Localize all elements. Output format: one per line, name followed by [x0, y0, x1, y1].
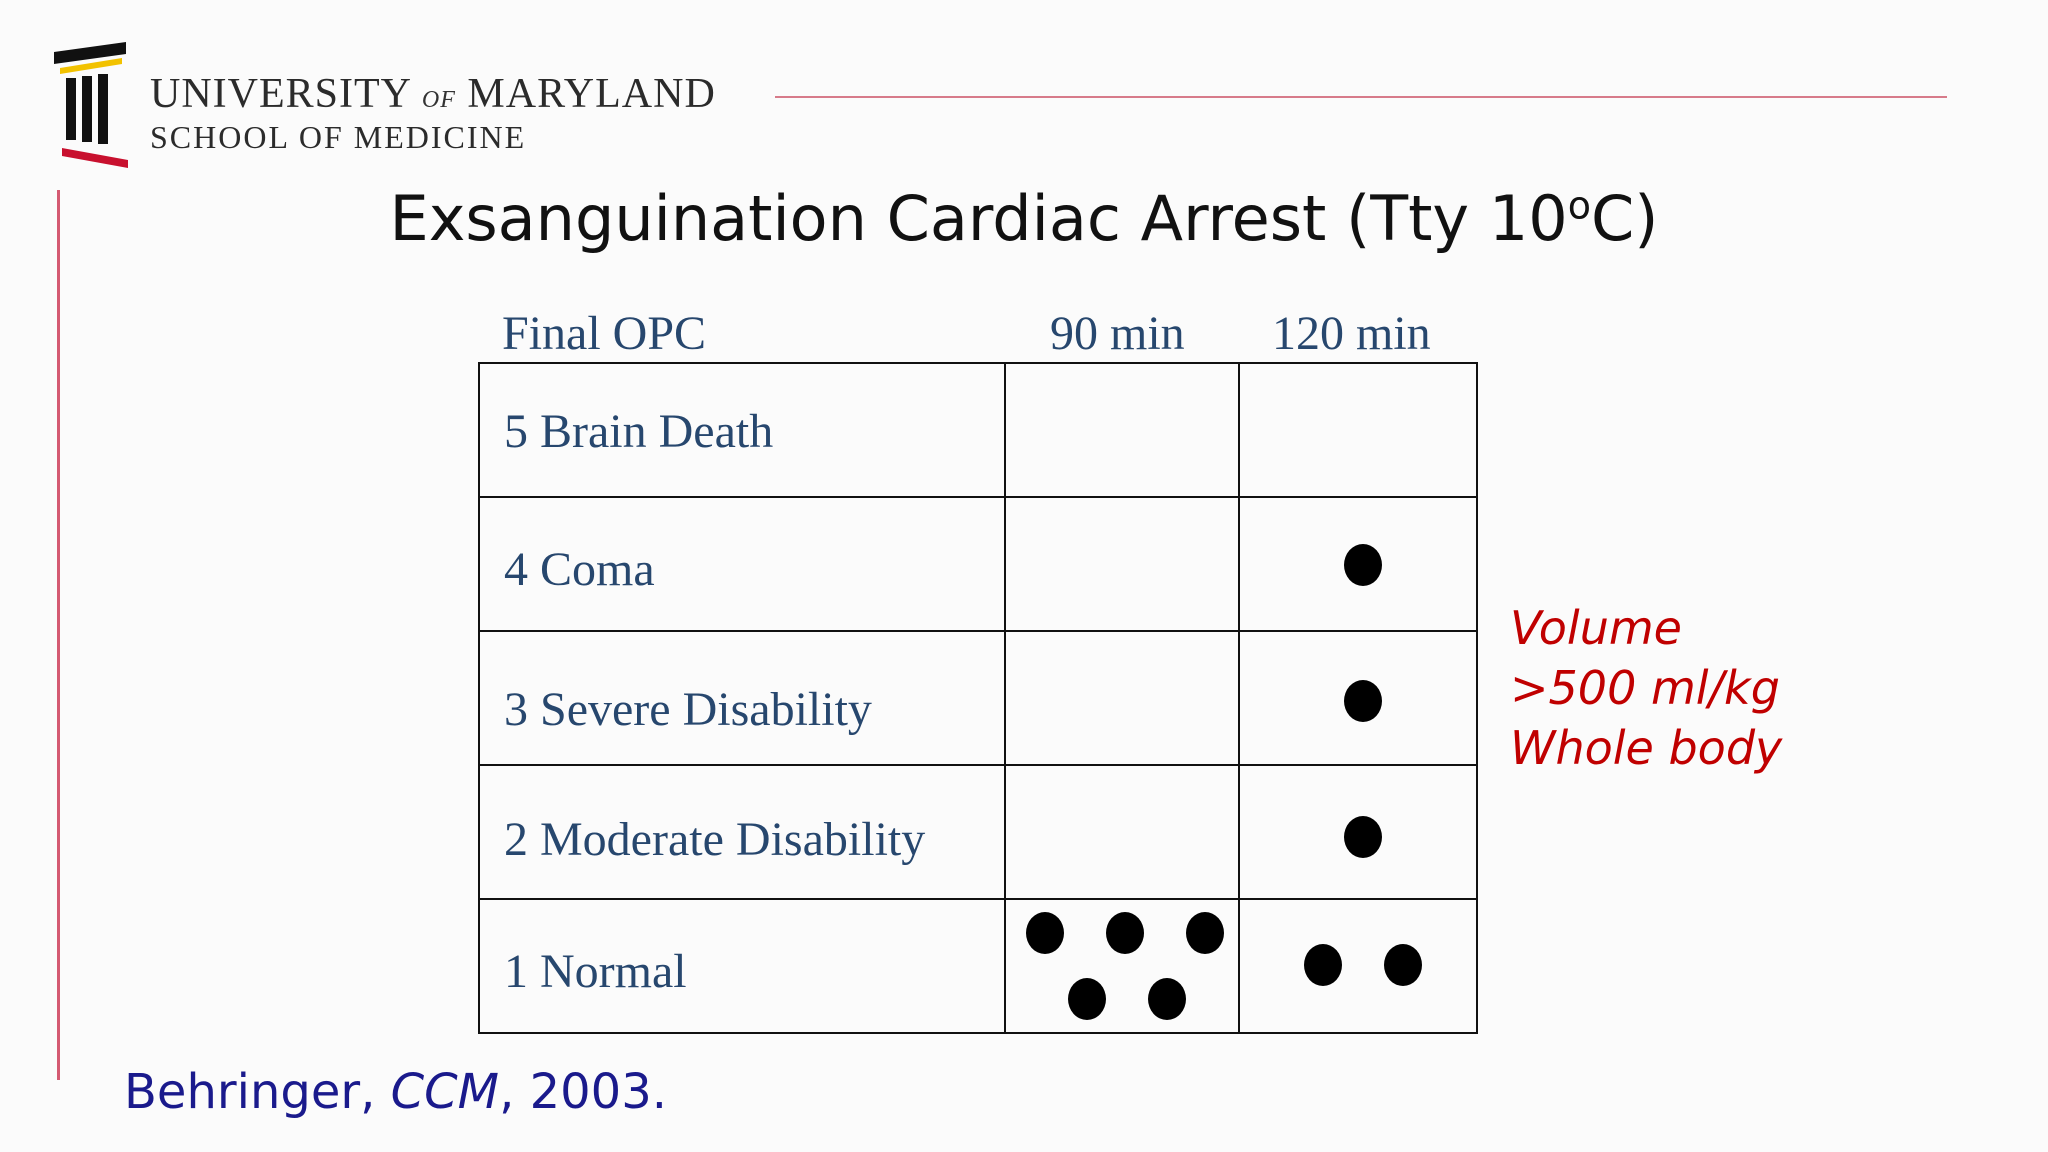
outcome-dot	[1304, 944, 1342, 986]
of-word: of	[421, 78, 456, 115]
row-label: 5 Brain Death	[504, 405, 774, 458]
opc-table: 5 Brain Death 4 Coma 3 Severe Disability…	[478, 362, 1478, 1034]
table-row: 3 Severe Disability	[480, 632, 1476, 766]
row-label: 1 Normal	[504, 945, 687, 998]
header-divider	[775, 96, 1947, 98]
outcome-dot	[1344, 544, 1382, 586]
school-name: SCHOOL OF MEDICINE	[150, 119, 527, 155]
annotation-line: Whole body	[1510, 721, 1783, 775]
table-row: 5 Brain Death	[480, 364, 1476, 498]
outcome-dot	[1384, 944, 1422, 986]
outcome-dot	[1344, 680, 1382, 722]
side-divider	[57, 190, 60, 1080]
annotation-line: >500 ml/kg	[1510, 661, 1780, 715]
table-row: 4 Coma	[480, 498, 1476, 632]
column-divider	[1004, 364, 1006, 1032]
university-wordmark: UNIVERSITY of MARYLAND SCHOOL OF MEDICIN…	[150, 72, 716, 155]
table-row: 1 Normal	[480, 900, 1476, 1034]
col-120-header: 120 min	[1272, 307, 1431, 360]
outcome-dot	[1344, 816, 1382, 858]
column-divider	[1238, 364, 1240, 1032]
col-90-header: 90 min	[1050, 307, 1185, 360]
outcome-dot	[1186, 912, 1224, 954]
title-end: C)	[1590, 182, 1659, 255]
table-row: 2 Moderate Disability	[480, 766, 1476, 900]
university-word: UNIVERSITY	[150, 71, 411, 117]
citation: Behringer, CCM, 2003.	[124, 1064, 667, 1120]
title-main: Exsanguination Cardiac Arrest (Tty 10	[389, 182, 1568, 255]
row-label: 3 Severe Disability	[504, 683, 872, 736]
outcome-dot	[1148, 978, 1186, 1020]
citation-journal: CCM	[390, 1064, 500, 1120]
citation-author: Behringer,	[124, 1064, 391, 1120]
outcome-dot	[1068, 978, 1106, 1020]
university-logo	[54, 42, 128, 168]
citation-year: , 2003.	[499, 1064, 668, 1120]
title-degree: o	[1567, 183, 1591, 228]
opc-header: Final OPC	[502, 307, 707, 360]
annotation-line: Volume	[1510, 601, 1682, 655]
outcome-dot	[1106, 912, 1144, 954]
outcome-dot	[1026, 912, 1064, 954]
volume-annotation: Volume >500 ml/kg Whole body	[1510, 598, 1782, 778]
row-label: 4 Coma	[504, 543, 655, 596]
slide-title: Exsanguination Cardiac Arrest (Tty 10oC)	[0, 182, 2048, 255]
row-label: 2 Moderate Disability	[504, 813, 926, 866]
state-word: MARYLAND	[467, 71, 716, 117]
